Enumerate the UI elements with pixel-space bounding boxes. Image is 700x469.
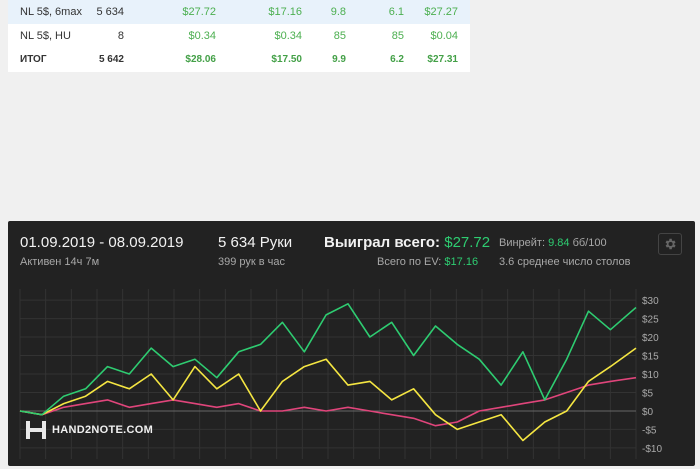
graph-panel: 01.09.2019 - 08.09.2019 Активен 14ч 7м 5… bbox=[8, 221, 695, 466]
winrate-unit: бб/100 bbox=[572, 237, 607, 249]
hands-per-hour: 399 рук в час bbox=[218, 256, 286, 268]
y-tick-label: $10 bbox=[642, 370, 659, 381]
date-range: 01.09.2019 - 08.09.2019 bbox=[20, 234, 184, 251]
row-bb100: 9.8 bbox=[330, 6, 346, 18]
row-winnings: $0.34 bbox=[188, 30, 216, 42]
row-ev: $17.16 bbox=[268, 6, 302, 18]
hand2note-logo: HAND2NOTE.COM bbox=[26, 421, 153, 439]
hand2note-logo-icon bbox=[26, 421, 46, 439]
winrate-label: Винрейт: bbox=[499, 237, 546, 249]
settings-button[interactable] bbox=[658, 233, 682, 255]
total-name: ИТОГ bbox=[20, 54, 47, 65]
profit-chart: -$10 -$5 $0 $5 $10 $15 $20 $25 $30 bbox=[19, 289, 662, 459]
row-hands: 5 634 bbox=[96, 6, 124, 18]
series-line-third bbox=[19, 376, 637, 427]
total-extra: $27.31 bbox=[427, 54, 458, 65]
row-extra: $0.04 bbox=[430, 30, 458, 42]
active-time: Активен 14ч 7м bbox=[20, 256, 100, 268]
series-line-winnings bbox=[19, 302, 637, 416]
won-label: Выиграл всего: bbox=[324, 234, 441, 251]
row-ev: $0.34 bbox=[274, 30, 302, 42]
row-winnings: $27.72 bbox=[182, 6, 216, 18]
series-line-ev bbox=[19, 347, 637, 442]
ev-value: $17.16 bbox=[444, 256, 479, 268]
table-total-row: ИТОГ 5 642 $28.06 $17.50 9.9 6.2 $27.31 bbox=[8, 48, 470, 72]
total-ev-bb100: 6.2 bbox=[390, 54, 404, 65]
y-tick-label: -$10 bbox=[642, 444, 662, 455]
y-tick-label: $20 bbox=[642, 333, 659, 344]
winrate: Винрейт: 9.84 бб/100 bbox=[499, 237, 607, 249]
logo-text: HAND2NOTE.COM bbox=[52, 424, 154, 436]
row-hands: 8 bbox=[117, 30, 124, 42]
ev-total: Всего по EV: $17.16 bbox=[377, 256, 478, 268]
won-value: $27.72 bbox=[444, 234, 491, 251]
row-name: NL 5$, 6max bbox=[20, 6, 82, 18]
y-tick-label: $25 bbox=[642, 315, 659, 326]
gear-icon bbox=[665, 238, 676, 250]
total-winnings: $28.06 bbox=[185, 54, 216, 65]
y-tick-label: $5 bbox=[642, 388, 654, 399]
y-tick-label: $15 bbox=[642, 352, 659, 363]
row-ev-bb100: 6.1 bbox=[388, 6, 404, 18]
ev-label: Всего по EV: bbox=[377, 256, 442, 268]
y-tick-label: $30 bbox=[642, 296, 659, 307]
winrate-value: 9.84 bbox=[548, 237, 570, 249]
hands-count: 5 634 Руки bbox=[218, 234, 293, 251]
y-tick-label: -$5 bbox=[642, 425, 657, 436]
stats-table: NL 5$, 6max 5 634 $27.72 $17.16 9.8 6.1 … bbox=[8, 0, 470, 72]
row-bb100: 85 bbox=[333, 30, 346, 42]
table-row[interactable]: NL 5$, 6max 5 634 $27.72 $17.16 9.8 6.1 … bbox=[8, 0, 470, 24]
table-row[interactable]: NL 5$, HU 8 $0.34 $0.34 85 85 $0.04 bbox=[8, 24, 470, 48]
total-ev: $17.50 bbox=[271, 54, 302, 65]
row-ev-bb100: 85 bbox=[391, 30, 404, 42]
avg-tables: 3.6 среднее число столов bbox=[499, 256, 631, 268]
total-bb100: 9.9 bbox=[332, 54, 346, 65]
y-tick-label: $0 bbox=[642, 407, 654, 418]
total-hands: 5 642 bbox=[98, 54, 124, 65]
won-total: Выиграл всего: $27.72 bbox=[324, 234, 490, 251]
row-extra: $27.27 bbox=[424, 6, 458, 18]
row-name: NL 5$, HU bbox=[20, 30, 71, 42]
